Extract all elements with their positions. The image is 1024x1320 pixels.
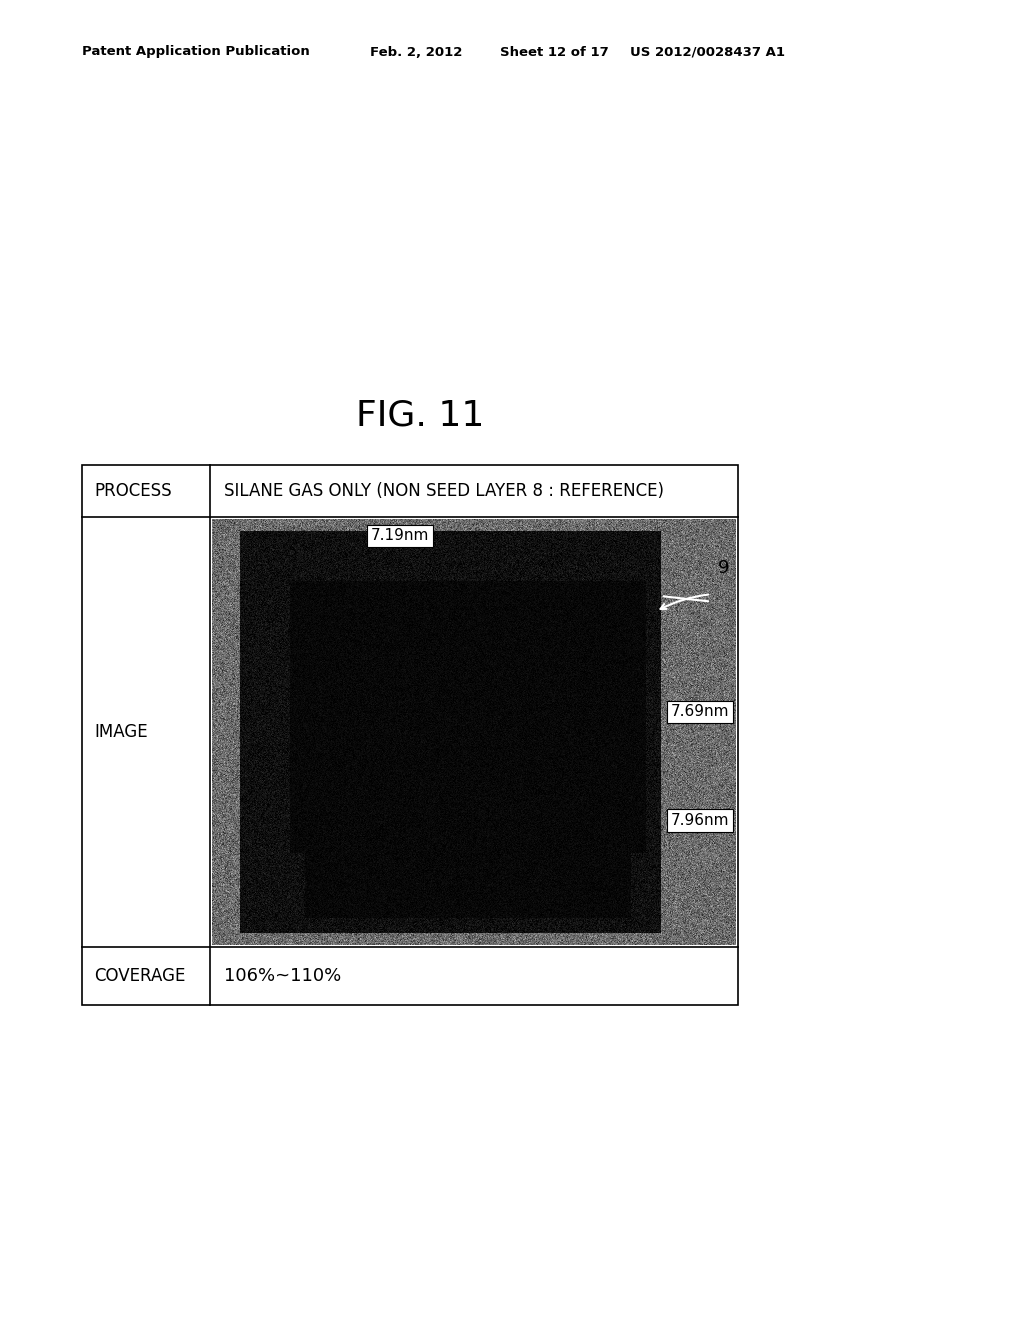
Text: COVERAGE: COVERAGE — [94, 968, 185, 985]
Text: Feb. 2, 2012: Feb. 2, 2012 — [370, 45, 463, 58]
Text: 7.96nm: 7.96nm — [671, 813, 729, 828]
Text: 7.19nm: 7.19nm — [371, 528, 429, 544]
Text: US 2012/0028437 A1: US 2012/0028437 A1 — [630, 45, 785, 58]
Text: Sheet 12 of 17: Sheet 12 of 17 — [500, 45, 608, 58]
Text: SILANE GAS ONLY (NON SEED LAYER 8 : REFERENCE): SILANE GAS ONLY (NON SEED LAYER 8 : REFE… — [224, 482, 664, 500]
Text: 9: 9 — [718, 560, 729, 577]
Text: FIG. 11: FIG. 11 — [355, 399, 484, 432]
Text: PROCESS: PROCESS — [94, 482, 172, 500]
Text: 7.69nm: 7.69nm — [671, 705, 729, 719]
Text: Patent Application Publication: Patent Application Publication — [82, 45, 309, 58]
Text: IMAGE: IMAGE — [94, 723, 147, 741]
Bar — [82, 465, 738, 1005]
Text: 106%~110%: 106%~110% — [224, 968, 341, 985]
